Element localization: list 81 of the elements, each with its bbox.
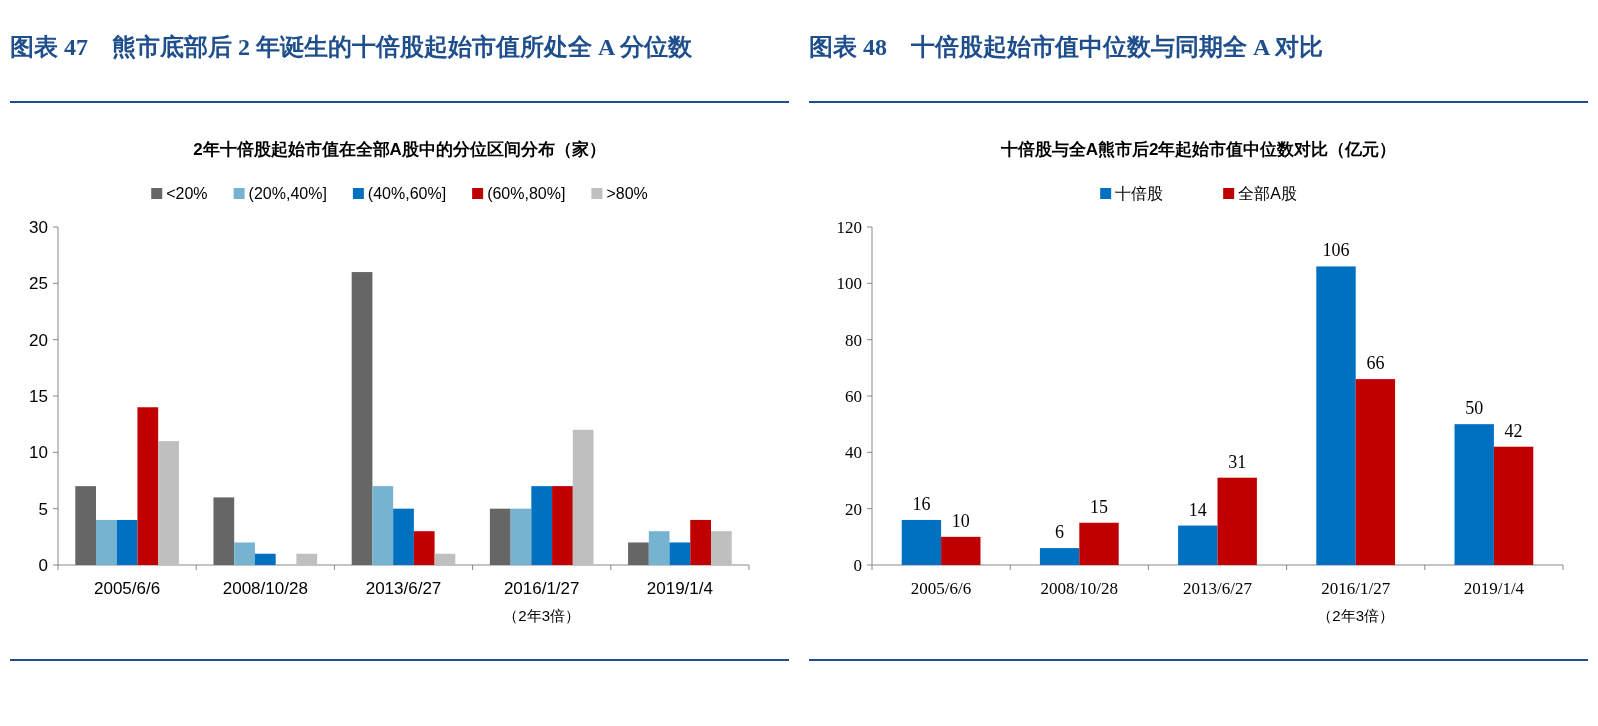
- data-label: 6: [1055, 522, 1065, 543]
- bar: [572, 429, 594, 565]
- legend-label: 全部A股: [1238, 185, 1297, 202]
- bar: [158, 441, 179, 565]
- data-label: 14: [1188, 499, 1207, 520]
- bar: [1454, 424, 1494, 565]
- bar: [1039, 548, 1080, 565]
- y-tick-label: 60: [845, 387, 862, 406]
- legend-label: >80%: [606, 185, 648, 202]
- x-tick-label: 2016/1/27: [503, 579, 580, 598]
- y-tick-label: 10: [29, 443, 48, 463]
- bar: [510, 508, 532, 565]
- bar: [648, 531, 670, 565]
- y-tick-label: 20: [29, 330, 48, 350]
- y-tick-label: 30: [29, 218, 48, 237]
- data-label: 10: [951, 510, 970, 531]
- y-tick-label: 25: [29, 274, 48, 294]
- bar: [254, 553, 276, 565]
- chart-subtitle: 十倍股与全A熊市后2年起始市值中位数对比（亿元）: [999, 140, 1397, 159]
- data-label: 50: [1465, 398, 1484, 419]
- text: （2年3倍）: [1317, 607, 1395, 624]
- bar: [489, 508, 511, 565]
- data-label: 31: [1228, 451, 1247, 472]
- x-tick-label: 2013/6/27: [365, 579, 442, 598]
- bar: [711, 531, 732, 565]
- y-tick-label: 80: [845, 330, 862, 350]
- bar: [96, 519, 117, 565]
- chart-subtitle: 2年十倍股起始市值在全部A股中的分位区间分布（家）: [193, 140, 606, 159]
- bar: [941, 536, 981, 565]
- chart-title: 图表 47 熊市底部后 2 年诞生的十倍股起始市值所处全 A 分位数: [10, 34, 694, 60]
- bar: [628, 542, 649, 565]
- bar: [531, 486, 553, 565]
- data-label: 15: [1089, 496, 1108, 517]
- bar: [690, 519, 711, 565]
- bar: [137, 407, 159, 565]
- bar: [116, 519, 138, 565]
- bar: [1217, 477, 1257, 565]
- data-label: 42: [1504, 420, 1523, 441]
- legend-label: <20%: [166, 185, 208, 202]
- bar: [372, 486, 394, 565]
- y-tick-label: 20: [845, 499, 862, 519]
- x-tick-label: 2005/6/6: [94, 579, 161, 598]
- y-tick-label: 40: [845, 443, 862, 463]
- chart-title: 图表 48 十倍股起始市值中位数与同期全 A 对比: [809, 34, 1324, 60]
- y-tick-label: 15: [29, 387, 48, 406]
- bar: [393, 508, 414, 565]
- x-tick-label: 2013/6/27: [1183, 579, 1253, 598]
- x-tick-label: 2008/10/28: [1040, 579, 1119, 598]
- legend-label: 十倍股: [1115, 185, 1164, 202]
- data-label: 66: [1366, 353, 1385, 374]
- bar: [234, 542, 255, 565]
- y-tick-label: 0: [853, 556, 862, 575]
- bar: [901, 519, 942, 565]
- text: （2年3倍）: [503, 607, 581, 624]
- data-label: 16: [912, 493, 931, 514]
- bar: [1178, 525, 1218, 565]
- bar: [434, 553, 456, 565]
- y-tick-label: 100: [836, 274, 862, 294]
- legend-label: (60%,80%]: [487, 185, 566, 202]
- bar: [296, 553, 318, 565]
- y-tick-label: 5: [38, 499, 48, 519]
- x-tick-label: 2019/1/4: [646, 579, 713, 598]
- legend-label: (20%,40%]: [248, 185, 327, 202]
- bar: [75, 486, 97, 565]
- y-tick-label: 0: [38, 556, 48, 575]
- bar: [669, 542, 691, 565]
- x-tick-label: 2019/1/4: [1463, 579, 1525, 598]
- bar: [213, 497, 235, 565]
- bar: [351, 272, 373, 565]
- x-tick-label: 2005/6/6: [910, 579, 972, 598]
- x-tick-label: 2016/1/27: [1321, 579, 1391, 598]
- legend-label: (40%,60%]: [367, 185, 447, 202]
- bar: [413, 531, 435, 565]
- bar: [1355, 379, 1396, 565]
- bar: [552, 486, 573, 565]
- bar: [1316, 266, 1356, 565]
- bar: [1079, 522, 1119, 565]
- bar: [1493, 446, 1534, 565]
- y-tick-label: 120: [836, 218, 862, 237]
- data-label: 106: [1322, 240, 1350, 261]
- x-tick-label: 2008/10/28: [222, 579, 308, 598]
